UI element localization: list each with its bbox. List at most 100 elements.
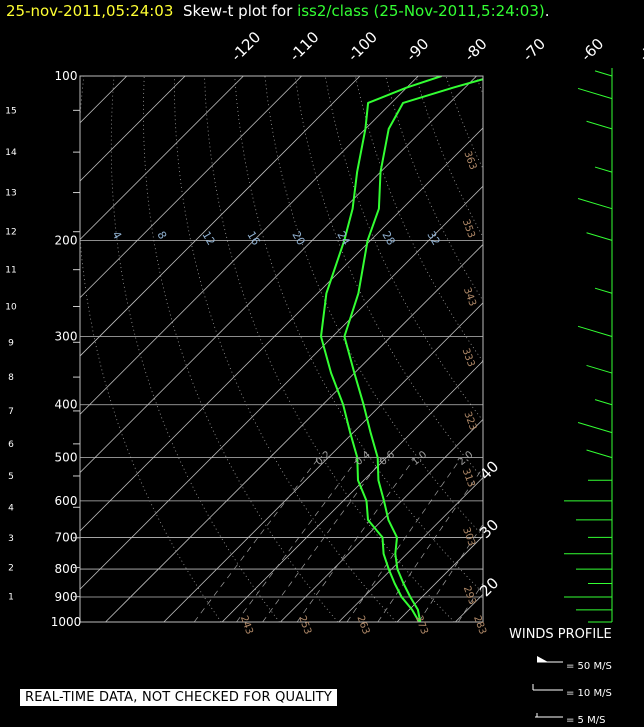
mixing-ratio-label: 1.0 bbox=[410, 449, 429, 468]
dry-adiabat-label: 303 bbox=[460, 526, 477, 548]
top-temp-label: -70 bbox=[519, 35, 549, 65]
dry-adiabat-label: 353 bbox=[460, 218, 477, 240]
isotherm-line bbox=[80, 76, 361, 357]
pressure-tick-label: 400 bbox=[55, 398, 78, 412]
mixing-ratio-line bbox=[262, 457, 384, 622]
moist-adiabat-label: 20 bbox=[289, 229, 307, 248]
mixing-ratio-line bbox=[458, 582, 483, 622]
dry-adiabat-line bbox=[355, 76, 483, 363]
winds-profile-title: WINDS PROFILE bbox=[509, 627, 612, 642]
pressure-tick-label: 200 bbox=[55, 233, 78, 247]
wind-barb bbox=[586, 120, 613, 130]
mixing-ratio-label: 0.6 bbox=[378, 449, 397, 468]
grid-layer bbox=[80, 76, 644, 622]
mixing-ratio-line bbox=[418, 523, 483, 622]
isotherm-line bbox=[80, 76, 419, 415]
pressure-tick-label: 800 bbox=[55, 562, 78, 576]
height-tick-label: 6 bbox=[8, 440, 14, 450]
wind-barb bbox=[577, 198, 613, 210]
top-temp-label: -100 bbox=[344, 28, 381, 65]
wind-barb bbox=[586, 364, 613, 374]
header-suffix: . bbox=[544, 2, 550, 20]
dry-adiabat-label: 273 bbox=[413, 614, 430, 636]
top-temp-label: -110 bbox=[286, 28, 323, 65]
moist-adiabat-label: 24 bbox=[334, 229, 352, 248]
height-tick-label: 4 bbox=[8, 503, 14, 513]
wind-barb bbox=[586, 449, 613, 459]
moist-adiabat-label: 32 bbox=[424, 229, 442, 248]
height-tick-label: 7 bbox=[8, 407, 14, 417]
height-tick-label: 10 bbox=[5, 303, 17, 313]
dry-adiabat-line bbox=[234, 76, 483, 594]
wind-legend-10: = 10 M/S bbox=[566, 688, 612, 699]
pressure-tick-label: 500 bbox=[55, 451, 78, 465]
isotherm-line bbox=[572, 76, 644, 622]
dry-adiabat-line bbox=[506, 76, 644, 622]
sounding-trace-1 bbox=[320, 76, 442, 622]
pressure-tick-label: 600 bbox=[55, 494, 78, 508]
mixing-ratio-label: 0.2 bbox=[314, 449, 333, 468]
wind-legend-5: = 5 M/S bbox=[566, 715, 606, 726]
height-tick-label: 15 bbox=[5, 106, 16, 116]
dry-adiabat-line bbox=[204, 76, 455, 622]
pressure-tick-label: 100 bbox=[55, 69, 78, 83]
mixing-ratio-line bbox=[377, 467, 483, 622]
dry-adiabat-line bbox=[627, 76, 644, 622]
dry-adiabat-label: 313 bbox=[460, 467, 477, 489]
quality-notice: REAL-TIME DATA, NOT CHECKED FOR QUALITY bbox=[20, 689, 338, 706]
pressure-tick-label: 1000 bbox=[51, 615, 82, 629]
isotherm-line bbox=[80, 185, 483, 590]
plot-frame bbox=[79, 75, 484, 623]
height-tick-label: 9 bbox=[8, 338, 14, 348]
header-date: 25-nov-2011,05:24:03 bbox=[6, 2, 174, 20]
dry-adiabat-line bbox=[110, 76, 280, 622]
moist-adiabat-label: 12 bbox=[199, 229, 217, 248]
height-tick-label: 3 bbox=[8, 534, 14, 544]
isotherm-line bbox=[514, 76, 644, 622]
wind-barb bbox=[586, 232, 613, 241]
dry-adiabat-line bbox=[537, 76, 644, 622]
dry-adiabat-line bbox=[142, 76, 339, 622]
mixing-ratio-line bbox=[296, 457, 416, 622]
sounding-trace-0 bbox=[343, 78, 483, 622]
dry-adiabat-label: 343 bbox=[461, 286, 478, 308]
wind-barb bbox=[594, 287, 613, 294]
top-temp-label: -50 bbox=[636, 35, 644, 65]
dry-adiabat-label: 333 bbox=[460, 347, 477, 369]
dry-adiabat-line bbox=[264, 76, 483, 537]
wind-barb bbox=[594, 399, 613, 406]
height-tick-label: 1 bbox=[8, 593, 14, 603]
labels-layer: 1002003004005006007008009001000123456789… bbox=[5, 28, 644, 636]
isotherm-line bbox=[455, 593, 483, 622]
top-temp-label: -90 bbox=[402, 35, 432, 65]
isotherm-line bbox=[80, 76, 244, 240]
height-tick-label: 2 bbox=[8, 564, 14, 574]
height-tick-label: 5 bbox=[8, 472, 14, 482]
wind-barb bbox=[577, 87, 613, 100]
header-prefix: Skew-t plot for bbox=[182, 2, 298, 20]
isotherm-line bbox=[338, 477, 483, 622]
isotherm-line bbox=[80, 76, 302, 299]
moist-adiabat-label: 8 bbox=[154, 229, 169, 242]
isotherm-line bbox=[80, 76, 477, 474]
isotherm-line bbox=[105, 243, 483, 622]
isotherm-line bbox=[280, 418, 483, 622]
mixing-ratio-label: 2.0 bbox=[456, 449, 475, 468]
wind-barb bbox=[594, 70, 613, 77]
isotherm-line bbox=[221, 360, 483, 622]
mixing-ratio-line bbox=[193, 457, 320, 622]
dry-adiabat-label: 323 bbox=[461, 410, 478, 432]
pressure-tick-label: 900 bbox=[55, 590, 78, 604]
wind-barb bbox=[594, 166, 613, 173]
traces-layer bbox=[320, 76, 483, 622]
dry-adiabat-line bbox=[324, 76, 483, 422]
pressure-tick-label: 700 bbox=[55, 530, 78, 544]
wind-barb bbox=[577, 325, 613, 337]
dry-adiabat-line bbox=[415, 76, 483, 238]
top-temp-label: -80 bbox=[461, 35, 491, 65]
height-tick-label: 11 bbox=[5, 266, 16, 276]
dry-adiabat-line bbox=[567, 76, 644, 622]
dry-adiabat-line bbox=[475, 76, 483, 96]
right-temp-label: 20 bbox=[476, 574, 502, 600]
